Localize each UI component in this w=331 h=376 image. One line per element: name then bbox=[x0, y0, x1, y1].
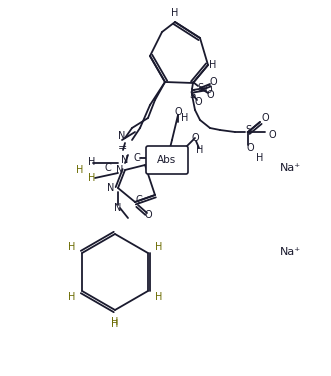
Text: N: N bbox=[121, 155, 129, 165]
Text: O: O bbox=[206, 90, 214, 100]
Text: H: H bbox=[88, 157, 96, 167]
Text: N: N bbox=[107, 183, 115, 193]
Text: O: O bbox=[261, 113, 269, 123]
Text: Na⁺: Na⁺ bbox=[279, 163, 301, 173]
Text: H: H bbox=[155, 242, 162, 252]
Text: C: C bbox=[136, 195, 142, 205]
Text: H: H bbox=[76, 165, 84, 175]
Text: N: N bbox=[114, 203, 122, 213]
Text: C: C bbox=[105, 163, 111, 173]
Text: =: = bbox=[118, 143, 128, 153]
Text: Na⁺: Na⁺ bbox=[279, 247, 301, 257]
Text: N: N bbox=[116, 165, 124, 175]
Text: H: H bbox=[181, 113, 189, 123]
Text: H: H bbox=[196, 145, 204, 155]
Text: H: H bbox=[155, 292, 162, 302]
Text: O: O bbox=[268, 130, 276, 140]
Text: H: H bbox=[68, 292, 75, 302]
Text: H: H bbox=[171, 8, 179, 18]
Text: H: H bbox=[256, 153, 264, 163]
Text: O: O bbox=[144, 210, 152, 220]
Text: H: H bbox=[111, 319, 119, 329]
Text: O: O bbox=[191, 133, 199, 143]
Text: H: H bbox=[88, 173, 96, 183]
Text: O: O bbox=[174, 107, 182, 117]
Text: H: H bbox=[209, 60, 217, 70]
Text: C·: C· bbox=[133, 153, 143, 163]
Text: S: S bbox=[197, 83, 203, 93]
Text: S: S bbox=[245, 125, 251, 135]
Text: Abs: Abs bbox=[157, 155, 177, 165]
Text: O: O bbox=[204, 85, 212, 95]
Text: H: H bbox=[68, 242, 75, 252]
Text: S: S bbox=[189, 90, 195, 100]
FancyBboxPatch shape bbox=[146, 146, 188, 174]
Text: H: H bbox=[111, 317, 119, 327]
Text: O: O bbox=[246, 143, 254, 153]
Text: O: O bbox=[194, 97, 202, 107]
Text: O: O bbox=[209, 77, 217, 87]
Text: N: N bbox=[118, 131, 126, 141]
